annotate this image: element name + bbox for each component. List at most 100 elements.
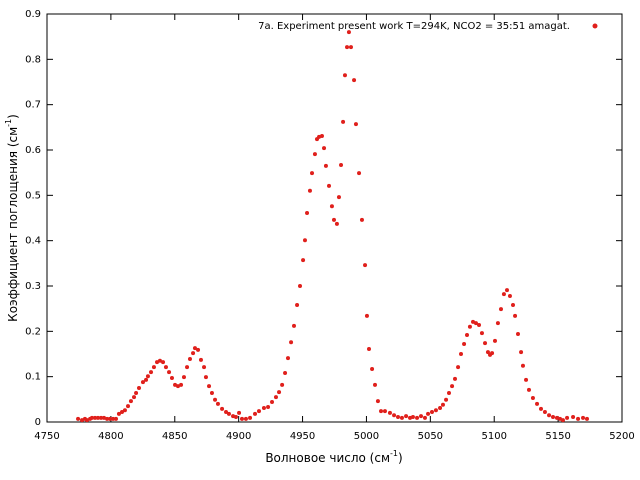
data-point: [373, 382, 378, 387]
y-tick-label: 0.9: [25, 9, 41, 20]
data-point: [505, 288, 509, 293]
data-point: [450, 384, 455, 389]
data-point: [410, 415, 415, 420]
plot-border: [46, 13, 623, 423]
data-point: [144, 377, 149, 382]
data-point: [239, 416, 244, 421]
x-tick-label: 5200: [609, 431, 634, 442]
data-point: [116, 411, 121, 416]
data-point: [345, 45, 350, 50]
data-point: [438, 405, 443, 410]
data-point: [224, 410, 229, 415]
data-point: [132, 395, 137, 400]
data-point: [571, 415, 576, 420]
data-point: [280, 382, 285, 387]
data-point: [169, 376, 174, 381]
data-point: [122, 408, 127, 413]
data-point: [273, 395, 278, 400]
data-point: [84, 418, 89, 423]
y-axis-label-text: Коэффициент поглощения (см: [6, 127, 20, 322]
data-point: [519, 350, 524, 355]
data-point: [485, 350, 490, 355]
x-axis-label-sup: -1: [390, 449, 398, 458]
data-point: [256, 409, 261, 414]
data-point: [492, 338, 497, 343]
data-point: [515, 332, 520, 337]
data-point: [513, 313, 518, 318]
data-point: [213, 397, 218, 402]
y-axis-label-tail: ): [6, 114, 20, 119]
data-point: [179, 382, 184, 387]
data-point: [495, 321, 500, 326]
data-point: [120, 410, 125, 415]
data-point: [490, 351, 495, 356]
data-point: [89, 415, 94, 420]
data-point: [134, 390, 139, 395]
data-point: [399, 415, 404, 420]
data-point: [363, 263, 368, 268]
data-point: [253, 411, 258, 416]
y-tick-label: 0.7: [25, 100, 41, 111]
y-axis-label: Коэффициент поглощения (см-1): [4, 114, 20, 322]
x-tick-label: 5000: [354, 431, 379, 442]
data-point: [551, 415, 555, 420]
data-point: [444, 397, 449, 402]
data-point: [404, 414, 409, 419]
data-point: [429, 410, 434, 415]
x-tick-label: 4900: [226, 431, 251, 442]
data-point: [382, 409, 387, 414]
data-point: [576, 416, 581, 421]
data-point: [270, 400, 275, 405]
data-point: [367, 347, 371, 352]
data-point: [370, 366, 375, 371]
data-point: [105, 416, 110, 421]
data-point: [467, 324, 472, 329]
x-tick-label: 5150: [545, 431, 570, 442]
data-point: [266, 405, 271, 410]
data-point: [452, 376, 457, 381]
data-point: [202, 365, 207, 370]
data-point: [101, 415, 106, 420]
data-point: [375, 399, 380, 404]
data-point: [342, 73, 347, 78]
data-point: [261, 405, 266, 410]
data-point: [392, 413, 397, 418]
data-point: [530, 395, 535, 400]
data-point: [352, 78, 357, 83]
data-point: [346, 30, 351, 35]
data-point: [547, 413, 552, 418]
data-point: [323, 163, 328, 168]
data-point: [283, 371, 288, 376]
data-point: [538, 406, 543, 411]
data-point: [220, 406, 225, 411]
data-point: [501, 292, 506, 297]
data-point: [175, 384, 180, 389]
data-point: [524, 377, 529, 382]
data-point: [107, 416, 112, 421]
data-point: [95, 415, 100, 420]
data-point: [329, 204, 334, 209]
data-point: [310, 171, 315, 176]
data-point: [542, 410, 547, 415]
data-point: [554, 415, 559, 420]
y-axis-label-sup: -1: [4, 119, 13, 127]
data-point: [507, 293, 512, 298]
x-tick-label: 5050: [418, 431, 443, 442]
y-tick-label: 0.5: [25, 190, 41, 201]
data-point: [560, 418, 565, 423]
data-point: [440, 402, 445, 407]
data-point: [322, 146, 327, 151]
data-point: [298, 284, 302, 288]
data-point: [151, 365, 156, 370]
data-point: [473, 321, 478, 326]
data-point: [465, 332, 470, 337]
data-point: [99, 415, 104, 420]
data-point: [581, 415, 586, 420]
data-point: [584, 416, 589, 421]
data-point: [301, 258, 306, 263]
data-point: [237, 410, 242, 415]
data-point: [446, 390, 451, 395]
data-point: [93, 415, 98, 420]
x-tick-label: 5100: [481, 431, 506, 442]
